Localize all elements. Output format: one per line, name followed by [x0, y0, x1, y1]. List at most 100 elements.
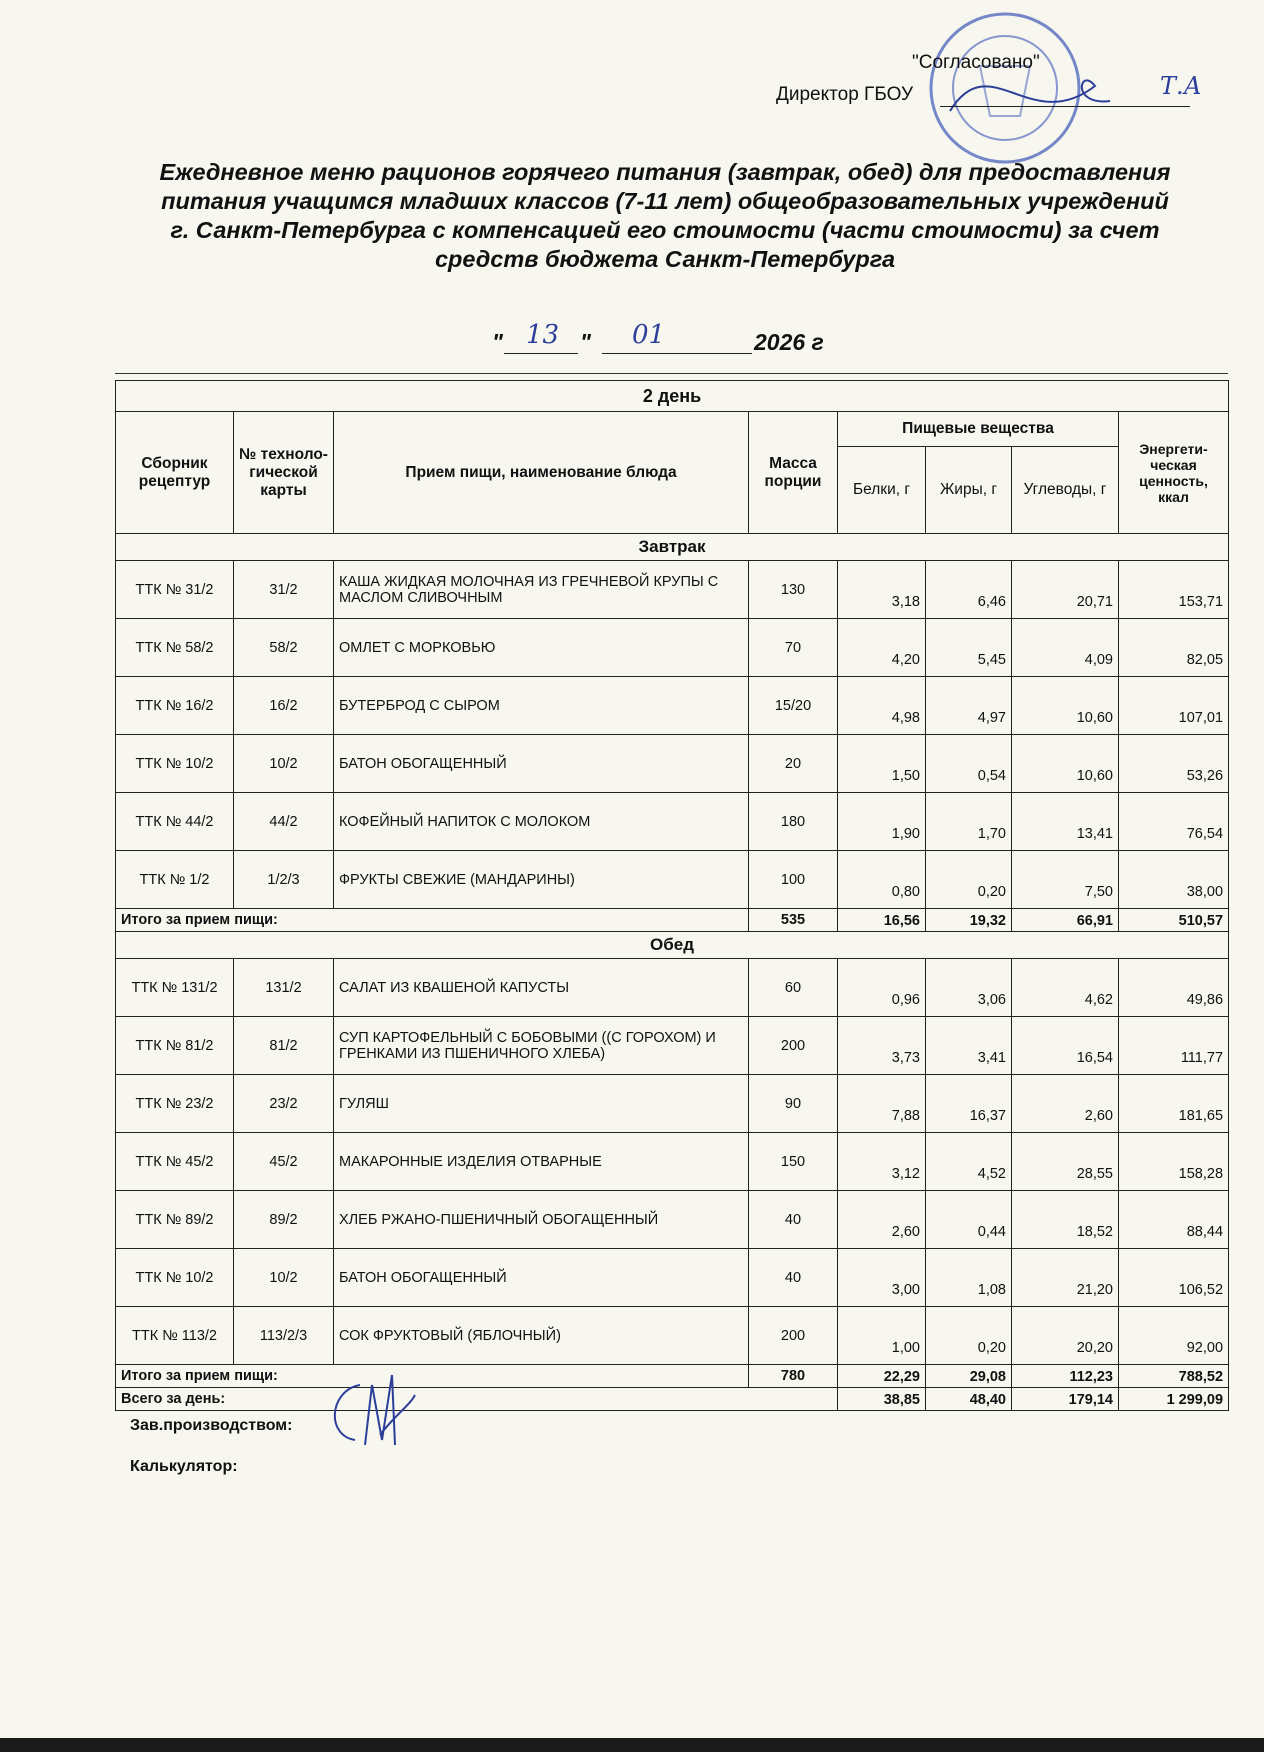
day-total-row: Всего за день: 38,85 48,40 179,14 1 299,09	[115, 1387, 1230, 1411]
approval: "Согласовано"	[912, 52, 1040, 73]
header-row: Сборник рецептур № техноло-гической карты…	[115, 411, 1230, 534]
cell: 16/2	[233, 676, 334, 735]
quote: "	[580, 329, 591, 355]
cell: 4,97	[925, 676, 1012, 735]
stamp	[929, 12, 1111, 164]
column-header: Прием пищи, наименование блюда	[333, 411, 749, 534]
cell: 1,00	[837, 1306, 926, 1365]
cell: ТТК № 1/2	[115, 850, 234, 909]
total-value: 780	[748, 1364, 838, 1388]
cell: 58/2	[233, 618, 334, 677]
underline	[602, 353, 752, 354]
cell: ТТК № 131/2	[115, 958, 234, 1017]
total-value: 66,91	[1011, 908, 1119, 932]
cell: 21,20	[1011, 1248, 1119, 1307]
cell: ХЛЕБ РЖАНО-ПШЕНИЧНЫЙ ОБОГАЩЕННЫЙ	[333, 1190, 749, 1249]
cell: 1,50	[837, 734, 926, 793]
day-total-value: 1 299,09	[1117, 1387, 1230, 1411]
cell: 106,52	[1117, 1248, 1230, 1307]
cell: 6,46	[925, 560, 1012, 619]
cell: ТТК № 58/2	[115, 618, 234, 677]
title: Ежедневное меню рационов горячего питани…	[90, 158, 1240, 274]
underline	[504, 353, 578, 354]
cell: 181,65	[1117, 1074, 1230, 1133]
cell: 10,60	[1011, 676, 1119, 735]
signature-line	[940, 106, 1190, 107]
cell: 4,98	[837, 676, 926, 735]
cell: 1,90	[837, 792, 926, 851]
cell: 90	[748, 1074, 838, 1133]
column-header: Масса порции	[748, 411, 838, 534]
cell: 88,44	[1117, 1190, 1230, 1249]
cell: 45/2	[233, 1132, 334, 1191]
cell: 28,55	[1011, 1132, 1119, 1191]
cell: БАТОН ОБОГАЩЕННЫЙ	[333, 734, 749, 793]
title-line: г. Санкт-Петербурга с компенсацией его с…	[170, 217, 1160, 243]
cell: 107,01	[1117, 676, 1230, 735]
item-row: ТТК № 10/2 10/2 БАТОН ОБОГАЩЕННЫЙ 20 1,50 0,5…	[115, 734, 1230, 793]
cell: 70	[748, 618, 838, 677]
total-value: 112,23	[1011, 1364, 1119, 1388]
day-label: 2 день	[114, 380, 1230, 412]
column-header: Сборник рецептур	[115, 411, 234, 534]
item-row: ТТК № 23/2 23/2 ГУЛЯШ 90 7,88 16,37 2,60 181,65	[115, 1074, 1230, 1133]
cell: 4,62	[1011, 958, 1119, 1017]
cell: 200	[748, 1016, 838, 1075]
cell: 3,41	[925, 1016, 1012, 1075]
cell: СУП КАРТОФЕЛЬНЫЙ С БОБОВЫМИ ((С ГОРОХОМ)…	[333, 1016, 749, 1075]
item-row: ТТК № 89/2 89/2 ХЛЕБ РЖАНО-ПШЕНИЧНЫЙ ОБОГА…	[115, 1190, 1230, 1249]
cell: 0,44	[925, 1190, 1012, 1249]
section-name: Обед	[114, 931, 1230, 959]
cell: 7,50	[1011, 850, 1119, 909]
total-value: 535	[748, 908, 838, 932]
cell: ТТК № 10/2	[115, 734, 234, 793]
item-row: ТТК № 1/2 1/2/3 ФРУКТЫ СВЕЖИЕ (МАНДАРИНЫ) 1…	[115, 850, 1230, 909]
section-name: Завтрак	[114, 533, 1230, 561]
date-day: 13	[526, 320, 560, 350]
cell: 100	[748, 850, 838, 909]
cell: 5,45	[925, 618, 1012, 677]
cell: 3,73	[837, 1016, 926, 1075]
production-label: Зав.производством:	[130, 1417, 293, 1434]
menu-table: 2 день Сборник рецептур № техноло-гической…	[114, 380, 1230, 1411]
cell: 76,54	[1117, 792, 1230, 851]
date: " 13 " 01 2026 г	[492, 320, 852, 356]
column-header: Углеводы, г	[1011, 446, 1119, 534]
cell: ТТК № 89/2	[115, 1190, 234, 1249]
cell: 18,52	[1011, 1190, 1119, 1249]
cell: 38,00	[1117, 850, 1230, 909]
cell: 53,26	[1117, 734, 1230, 793]
cell: 81/2	[233, 1016, 334, 1075]
cell: 1/2/3	[233, 850, 334, 909]
item-row: ТТК № 16/2 16/2 БУТЕРБРОД С СЫРОМ 15/20 4,98…	[115, 676, 1230, 735]
cell: БАТОН ОБОГАЩЕННЫЙ	[333, 1248, 749, 1307]
column-header: Пищевые вещества	[837, 411, 1119, 447]
cell: 0,80	[837, 850, 926, 909]
cell: 2,60	[1011, 1074, 1119, 1133]
date-month: 01	[632, 320, 666, 350]
total-value: 788,52	[1117, 1364, 1230, 1388]
cell: 131/2	[233, 958, 334, 1017]
cell: 3,12	[837, 1132, 926, 1191]
cell: 40	[748, 1190, 838, 1249]
cell: 4,20	[837, 618, 926, 677]
cell: 23/2	[233, 1074, 334, 1133]
cell: САЛАТ ИЗ КВАШЕНОЙ КАПУСТЫ	[333, 958, 749, 1017]
item-row: ТТК № 45/2 45/2 МАКАРОННЫЕ ИЗДЕЛИЯ ОТВАРНЫ…	[115, 1132, 1230, 1191]
cell: 113/2/3	[233, 1306, 334, 1365]
cell: 89/2	[233, 1190, 334, 1249]
item-row: ТТК № 44/2 44/2 КОФЕЙНЫЙ НАПИТОК С МОЛОКОМ…	[115, 792, 1230, 851]
total-row: Итого за прием пищи: 535 16,56 19,32 66,91 51…	[115, 908, 1230, 932]
total-value: 510,57	[1117, 908, 1230, 932]
cell: 1,70	[925, 792, 1012, 851]
cell: КАША ЖИДКАЯ МОЛОЧНАЯ ИЗ ГРЕЧНЕВОЙ КРУПЫ …	[333, 560, 749, 619]
cell: 4,52	[925, 1132, 1012, 1191]
column-header: Белки, г	[837, 446, 926, 534]
cell: ТТК № 10/2	[115, 1248, 234, 1307]
cell: 4,09	[1011, 618, 1119, 677]
cell: МАКАРОННЫЕ ИЗДЕЛИЯ ОТВАРНЫЕ	[333, 1132, 749, 1191]
cell: ТТК № 44/2	[115, 792, 234, 851]
cell: ТТК № 81/2	[115, 1016, 234, 1075]
total-label: Итого за прием пищи:	[115, 1364, 749, 1388]
item-row: ТТК № 131/2 131/2 САЛАТ ИЗ КВАШЕНОЙ КАПУСТ…	[115, 958, 1230, 1017]
